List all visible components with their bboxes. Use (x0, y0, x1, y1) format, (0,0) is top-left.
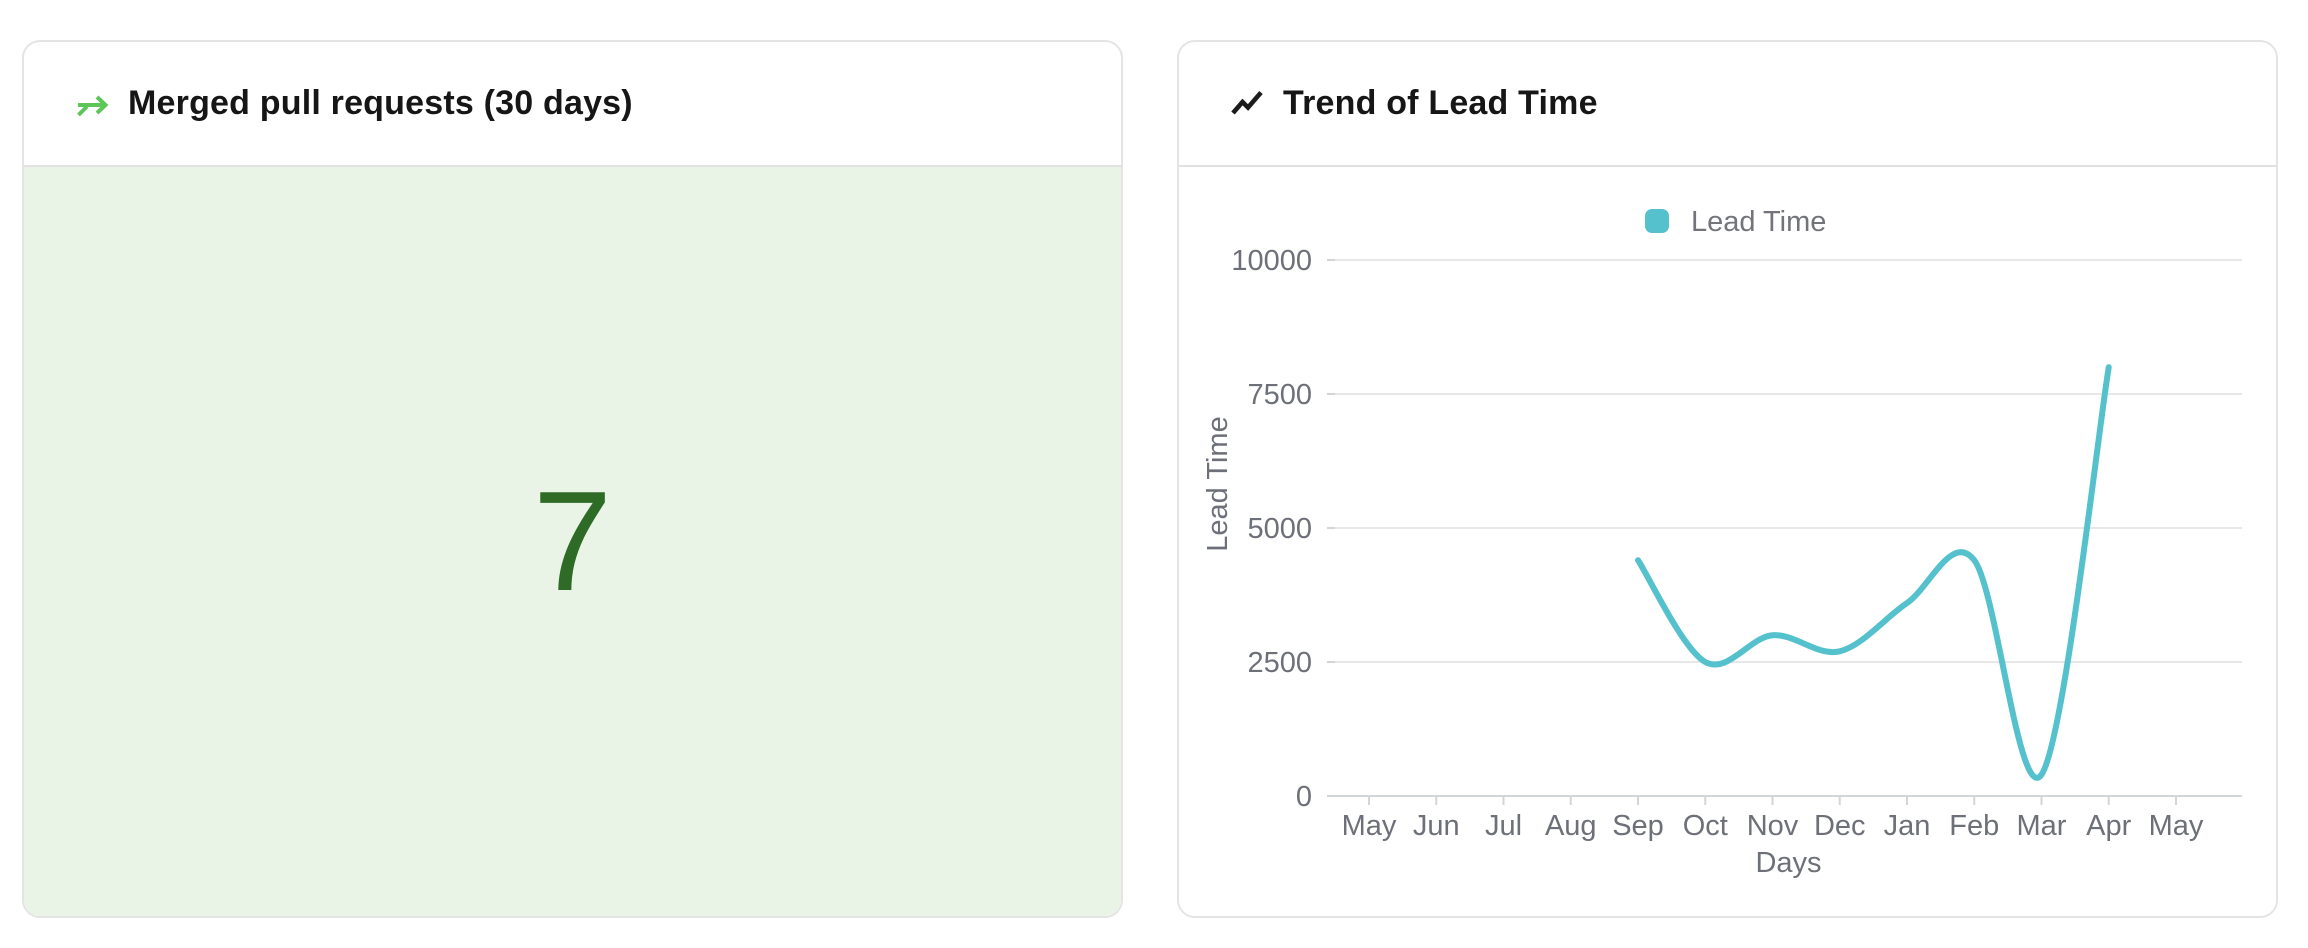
y-axis-title: Lead Time (1202, 416, 1234, 551)
y-axis-tick-label: 10000 (1231, 245, 1312, 277)
merged-pull-requests-card: Merged pull requests (30 days) 7 (22, 40, 1123, 918)
trend-line-icon (1229, 88, 1267, 120)
x-axis-tick-label: Oct (1683, 810, 1728, 842)
x-axis-tick-label: May (1342, 810, 1397, 842)
y-axis-tick-label: 0 (1296, 781, 1312, 813)
legend-swatch[interactable] (1645, 209, 1669, 233)
card-title: Trend of Lead Time (1283, 84, 1598, 122)
merged-pull-requests-header: Merged pull requests (30 days) (24, 42, 1121, 165)
lead-time-trend-card: Trend of Lead Time Lead Time 0 2500 5000 750… (1177, 40, 2278, 918)
x-axis-tick-label: May (2149, 810, 2204, 842)
y-axis-tick-label: 5000 (1247, 513, 1312, 545)
lead-time-chart: Lead Time 0 2500 5000 7500 10000 May Jun Jul Aug S… (1202, 206, 2242, 879)
merge-arrow-icon (74, 86, 112, 122)
y-axis-tick-label: 2500 (1247, 647, 1312, 679)
x-axis-tick-label: Aug (1545, 810, 1597, 842)
x-axis-tick-label: Mar (2017, 810, 2067, 842)
card-title: Merged pull requests (30 days) (128, 84, 633, 122)
x-axis-tick-label: Nov (1747, 810, 1799, 842)
x-axis-tick-label: Feb (1949, 810, 1999, 842)
x-axis-tick-label: Dec (1814, 810, 1866, 842)
x-axis-tick-label: Jan (1884, 810, 1931, 842)
x-axis-tick-label: Sep (1612, 810, 1664, 842)
x-axis-tick-label: Jul (1485, 810, 1522, 842)
lead-time-chart-body: Lead Time 0 2500 5000 7500 10000 May Jun Jul Aug S… (1179, 165, 2276, 916)
merged-pull-requests-body: 7 (24, 165, 1121, 916)
lead-time-trend-header: Trend of Lead Time (1179, 42, 2276, 165)
x-axis-tick-label: Apr (2086, 810, 2131, 842)
merged-pr-count: 7 (533, 461, 612, 621)
y-axis-tick-label: 7500 (1247, 379, 1312, 411)
x-axis-tick-label: Jun (1413, 810, 1460, 842)
legend-label[interactable]: Lead Time (1691, 206, 1826, 238)
lead-time-line-series (1635, 364, 2112, 781)
x-axis-title: Days (1755, 847, 1821, 879)
